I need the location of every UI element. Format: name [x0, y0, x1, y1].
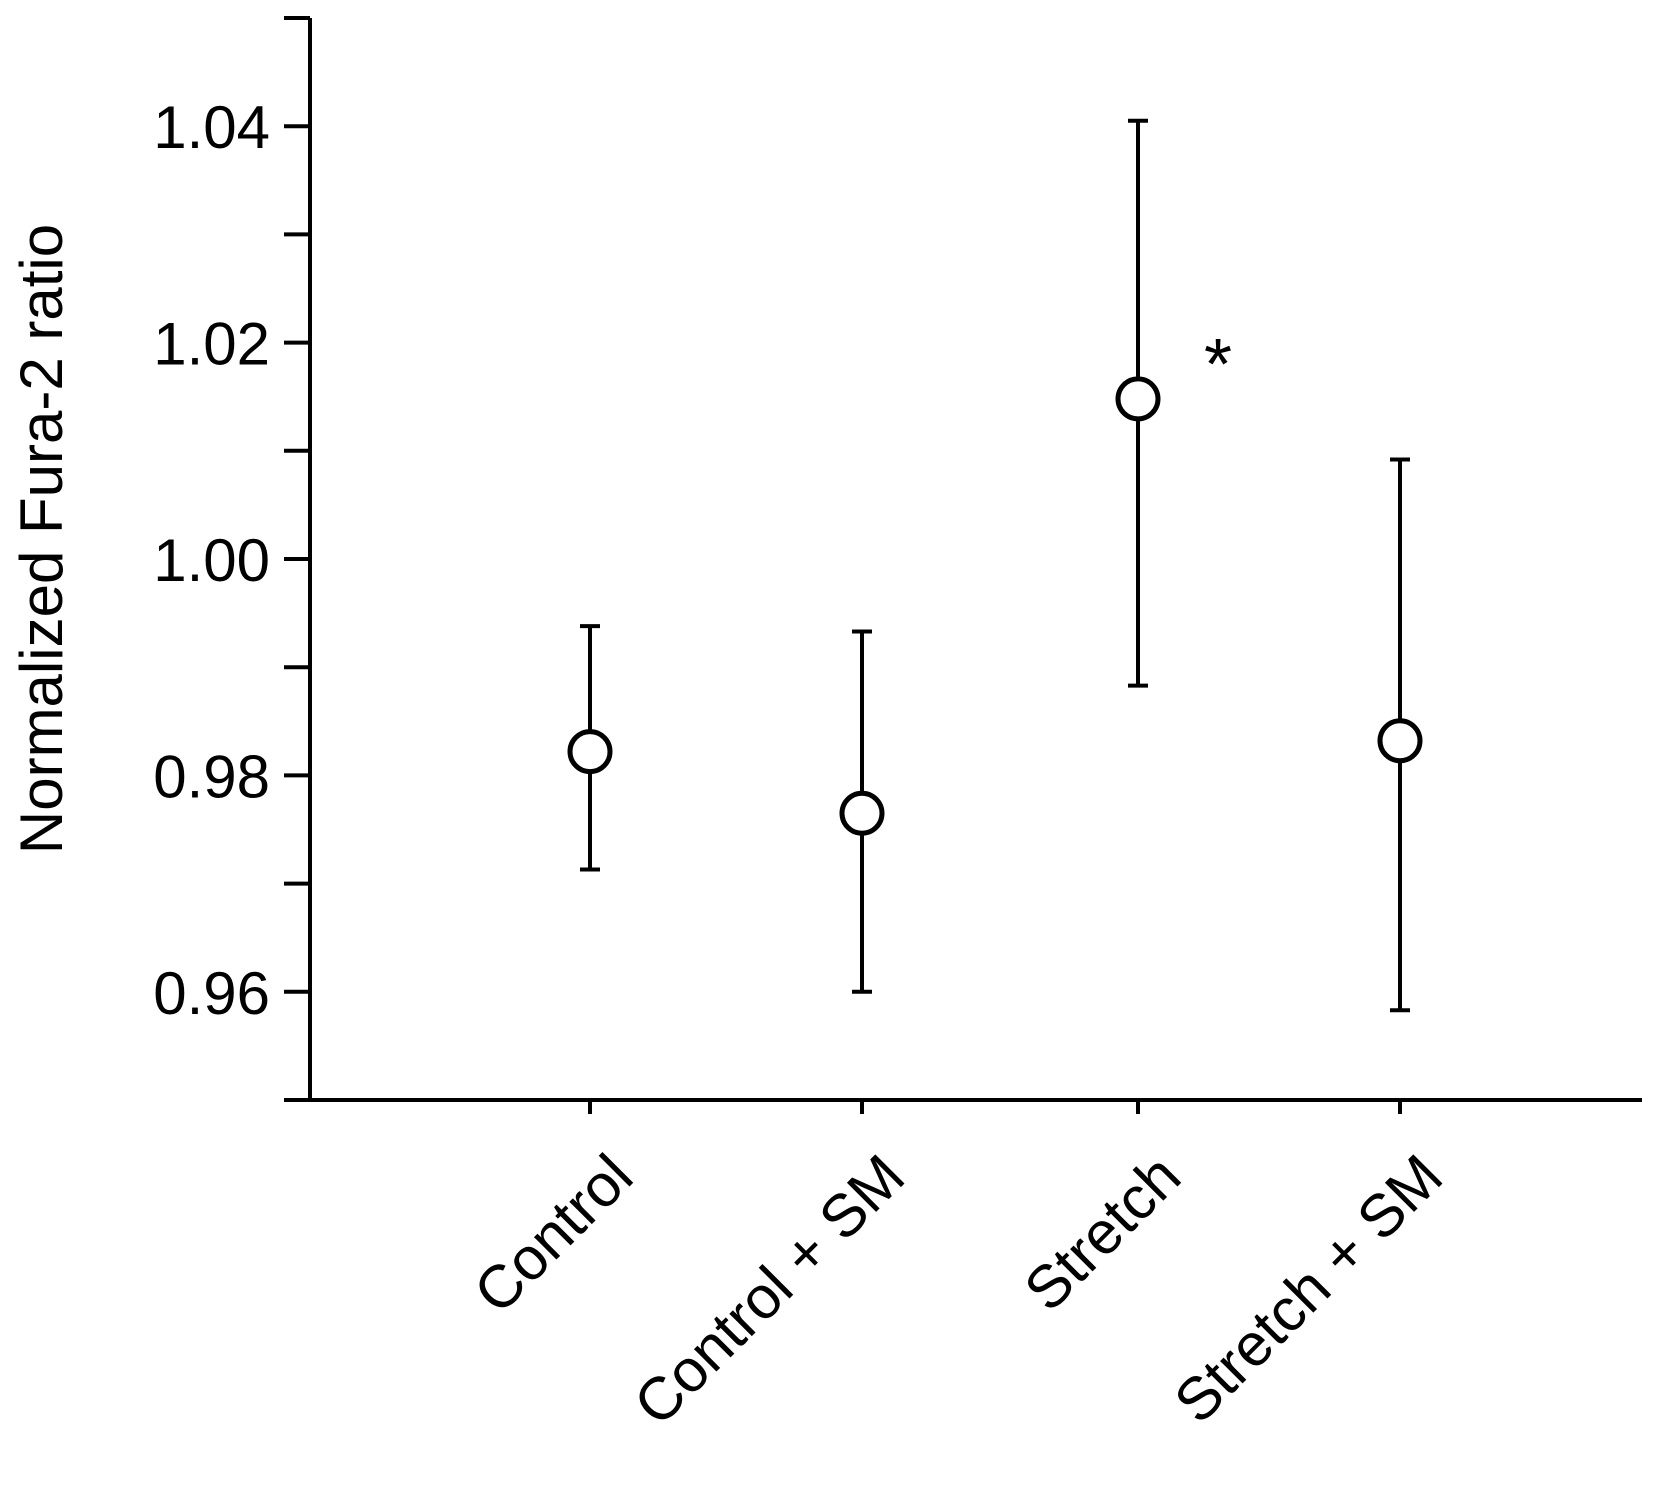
y-tick-label: 0.98	[153, 743, 270, 810]
significance-annotation: *	[1204, 325, 1232, 405]
x-category-label: Stretch + SM	[1161, 1142, 1455, 1436]
y-tick-labels: 0.96 0.98 1.00 1.02 1.04	[153, 94, 270, 1027]
y-tick-label: 1.04	[153, 94, 270, 161]
x-category-label: Stretch	[1011, 1142, 1193, 1324]
axes	[284, 16, 1642, 1114]
data-point	[567, 729, 613, 775]
error-bars	[580, 118, 1410, 1013]
data-markers	[567, 376, 1423, 836]
y-tick-label: 0.96	[153, 960, 270, 1027]
y-tick-label: 1.02	[153, 311, 270, 378]
data-point	[1377, 718, 1423, 764]
x-category-label: Control	[461, 1142, 645, 1326]
data-point	[839, 790, 885, 836]
y-axis-title: Normalized Fura-2 ratio	[8, 224, 75, 854]
annotations: *	[1204, 325, 1232, 405]
x-category-label: Control + SM	[621, 1142, 917, 1438]
data-point	[1115, 376, 1161, 422]
y-tick-label: 1.00	[153, 527, 270, 594]
